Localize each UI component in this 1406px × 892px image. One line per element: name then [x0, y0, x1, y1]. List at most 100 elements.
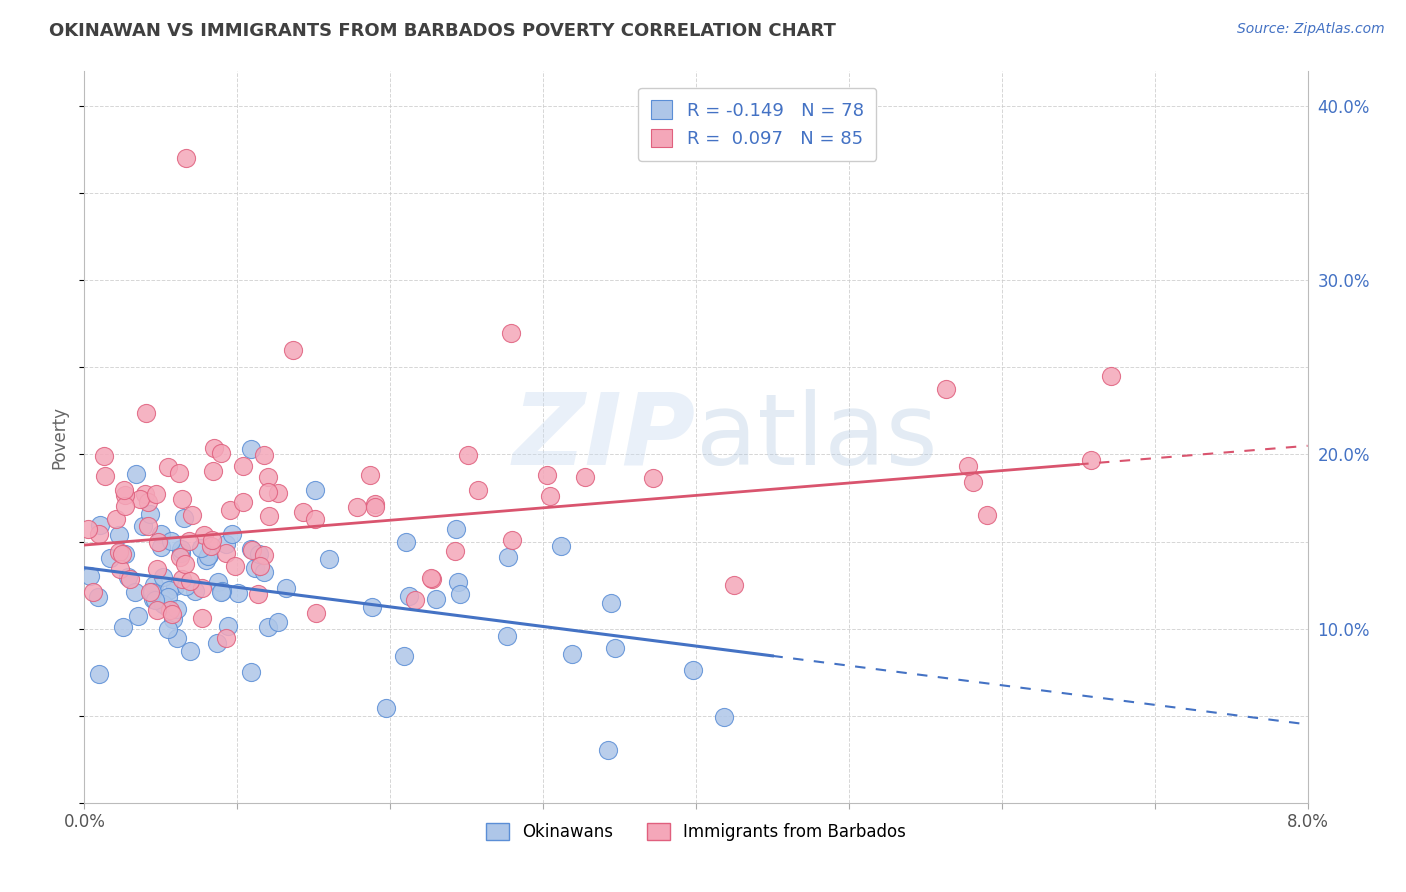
Point	[207, 575, 229, 590]
Point	[157, 622, 180, 636]
Point	[104, 512, 127, 526]
Point	[177, 534, 200, 549]
Point	[87, 526, 110, 541]
Point	[501, 533, 523, 548]
Legend: Okinawans, Immigrants from Barbados: Okinawans, Immigrants from Barbados	[478, 814, 914, 849]
Y-axis label: Poverty: Poverty	[51, 406, 69, 468]
Point	[346, 500, 368, 515]
Text: OKINAWAN VS IMMIGRANTS FROM BARBADOS POVERTY CORRELATION CHART: OKINAWAN VS IMMIGRANTS FROM BARBADOS POV…	[49, 22, 837, 40]
Point	[198, 548, 221, 562]
Point	[682, 663, 704, 677]
Point	[114, 547, 136, 561]
Point	[392, 649, 415, 664]
Point	[600, 596, 623, 610]
Point	[117, 569, 139, 583]
Point	[1080, 453, 1102, 467]
Point	[218, 502, 240, 516]
Point	[205, 636, 228, 650]
Point	[87, 591, 110, 605]
Point	[257, 620, 280, 634]
Point	[193, 528, 215, 542]
Point	[82, 585, 104, 599]
Point	[249, 559, 271, 574]
Point	[420, 570, 443, 584]
Point	[318, 552, 340, 566]
Point	[935, 383, 957, 397]
Point	[174, 557, 197, 571]
Point	[536, 467, 558, 482]
Point	[114, 500, 136, 514]
Point	[374, 701, 396, 715]
Point	[89, 517, 111, 532]
Point	[87, 667, 110, 681]
Point	[201, 533, 224, 548]
Point	[111, 547, 134, 561]
Point	[443, 544, 465, 558]
Point	[148, 535, 170, 549]
Point	[142, 578, 165, 592]
Point	[156, 459, 179, 474]
Point	[217, 619, 239, 633]
Point	[184, 584, 207, 599]
Point	[77, 522, 100, 536]
Point	[305, 606, 328, 620]
Point	[247, 547, 270, 561]
Point	[190, 581, 212, 595]
Point	[257, 470, 280, 484]
Point	[179, 574, 201, 588]
Text: atlas: atlas	[696, 389, 938, 485]
Point	[257, 509, 280, 524]
Point	[561, 648, 583, 662]
Text: ZIP: ZIP	[513, 389, 696, 485]
Point	[173, 510, 195, 524]
Point	[138, 519, 160, 533]
Point	[201, 464, 224, 478]
Point	[136, 495, 159, 509]
Point	[538, 489, 561, 503]
Point	[108, 561, 131, 575]
Point	[574, 470, 596, 484]
Point	[240, 665, 263, 680]
Point	[224, 559, 246, 574]
Point	[162, 607, 184, 621]
Point	[191, 611, 214, 625]
Point	[246, 587, 269, 601]
Point	[174, 152, 197, 166]
Point	[444, 522, 467, 536]
Point	[1099, 369, 1122, 384]
Point	[304, 483, 326, 497]
Point	[232, 459, 254, 474]
Point	[215, 537, 238, 551]
Point	[112, 620, 135, 634]
Point	[253, 549, 276, 563]
Point	[114, 488, 136, 502]
Point	[283, 343, 305, 357]
Point	[143, 593, 166, 607]
Point	[209, 584, 232, 599]
Point	[157, 590, 180, 604]
Point	[495, 629, 517, 643]
Point	[170, 546, 193, 560]
Point	[166, 631, 188, 645]
Point	[145, 487, 167, 501]
Point	[174, 579, 197, 593]
Point	[146, 562, 169, 576]
Point	[150, 527, 173, 541]
Point	[304, 511, 326, 525]
Point	[641, 471, 664, 485]
Point	[124, 585, 146, 599]
Point	[138, 584, 160, 599]
Point	[127, 609, 149, 624]
Point	[420, 572, 443, 586]
Point	[364, 500, 387, 514]
Point	[467, 483, 489, 497]
Point	[134, 406, 156, 420]
Point	[141, 584, 163, 599]
Point	[197, 549, 219, 563]
Point	[146, 603, 169, 617]
Point	[159, 603, 181, 617]
Point	[107, 528, 129, 542]
Point	[179, 644, 201, 658]
Point	[425, 592, 447, 607]
Point	[252, 448, 274, 462]
